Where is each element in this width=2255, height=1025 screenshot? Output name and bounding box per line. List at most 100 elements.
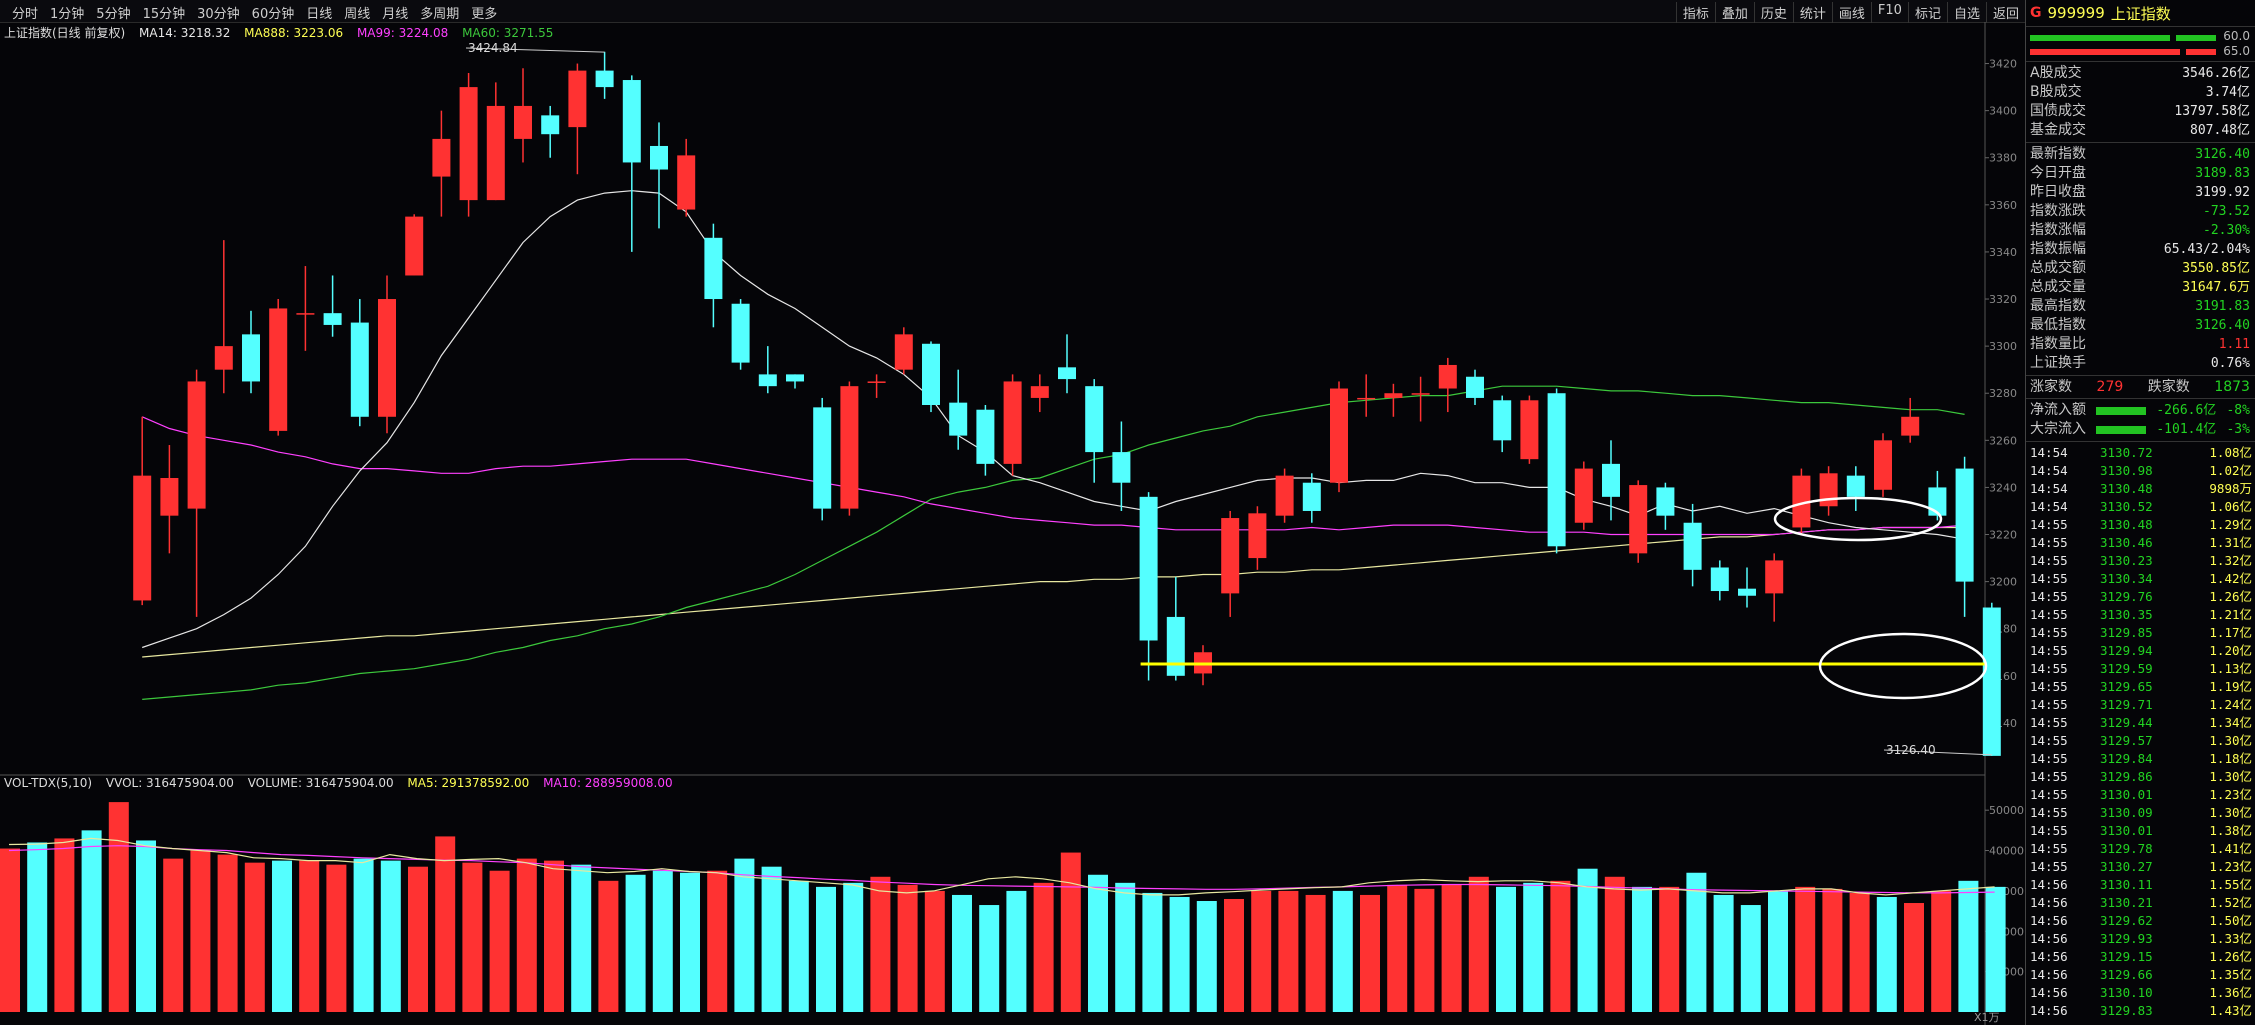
candlestick-chart[interactable]: 3140 3160 3180 3200 3220 3240 3260 3280 3300 3320… bbox=[0, 0, 2025, 1025]
low-pointer bbox=[1883, 749, 1992, 756]
period-tab-8[interactable]: 月线 bbox=[382, 7, 409, 22]
highlight-ellipse-low bbox=[1818, 632, 1988, 700]
candle-body bbox=[867, 381, 886, 383]
tool-button-5[interactable]: F10 bbox=[1870, 2, 1908, 23]
volume-bar bbox=[326, 864, 347, 1012]
price-tick-label: 3360 bbox=[1989, 199, 2017, 212]
tick-amount: 1.18亿 bbox=[2209, 751, 2252, 766]
market-badge: G bbox=[2030, 5, 2042, 21]
turnover-row: 基金成交 807.48亿 bbox=[2026, 121, 2255, 140]
stat-label: 指数量比 bbox=[2030, 336, 2086, 352]
period-tab-2[interactable]: 5分钟 bbox=[96, 7, 131, 22]
tool-button-4[interactable]: 画线 bbox=[1831, 2, 1871, 23]
candle-body bbox=[350, 322, 369, 417]
tick-price: 3130.23 bbox=[2100, 553, 2153, 568]
tick-time: 14:55 bbox=[2030, 733, 2068, 748]
period-tab-4[interactable]: 30分钟 bbox=[197, 7, 240, 22]
volume-bar bbox=[1795, 886, 1816, 1012]
tick-amount: 1.26亿 bbox=[2209, 589, 2252, 604]
low-label: 3126.40 bbox=[1886, 743, 1936, 757]
volume-bar bbox=[952, 894, 972, 1012]
tick-price: 3130.01 bbox=[2100, 823, 2153, 838]
period-tab-0[interactable]: 分时 bbox=[12, 7, 39, 22]
candle-body bbox=[1520, 400, 1539, 460]
tool-button-6[interactable]: 标记 bbox=[1907, 2, 1947, 23]
volume-bar bbox=[27, 842, 48, 1012]
bar2-value: 65.0 bbox=[2223, 44, 2250, 58]
tick-time: 14:55 bbox=[2030, 535, 2068, 550]
tool-button-2[interactable]: 历史 bbox=[1753, 2, 1793, 23]
price-tick-label: 3400 bbox=[1989, 105, 2017, 118]
volume-bar bbox=[81, 830, 102, 1012]
period-tab-10[interactable]: 更多 bbox=[471, 7, 498, 22]
candle-body bbox=[187, 381, 206, 509]
tick-row: 14:55 3130.35 1.21亿 bbox=[2026, 606, 2255, 624]
stat-value: 3189.83 bbox=[2195, 166, 2250, 181]
tool-button-7[interactable]: 自选 bbox=[1946, 2, 1986, 23]
stat-row: 最高指数 3191.83 bbox=[2026, 297, 2255, 316]
tick-amount: 1.41亿 bbox=[2209, 841, 2252, 856]
turnover-label: 国债成交 bbox=[2030, 103, 2086, 119]
tick-amount: 1.31亿 bbox=[2209, 535, 2252, 550]
tick-amount: 1.30亿 bbox=[2209, 769, 2252, 784]
tick-list[interactable]: 14:54 3130.72 1.08亿 14:54 3130.98 1.02亿 14:54 3… bbox=[2026, 442, 2255, 1020]
ma5-legend: MA5: 291378592.00 bbox=[407, 776, 530, 790]
volume-bar bbox=[136, 840, 156, 1012]
stat-label: 总成交量 bbox=[2030, 279, 2086, 295]
volume-bar bbox=[408, 866, 428, 1012]
ma888-line bbox=[142, 526, 1965, 658]
period-tab-7[interactable]: 周线 bbox=[344, 7, 371, 22]
tick-price: 3129.85 bbox=[2100, 625, 2153, 640]
tick-price: 3129.62 bbox=[2100, 913, 2153, 928]
volume-bar bbox=[680, 872, 700, 1012]
volume-bar bbox=[299, 860, 320, 1012]
tick-price: 3129.15 bbox=[2100, 949, 2153, 964]
period-tab-1[interactable]: 1分钟 bbox=[50, 7, 85, 22]
ma14-legend: MA14: 3218.32 bbox=[139, 26, 231, 40]
stat-label: 今日开盘 bbox=[2030, 165, 2086, 181]
bar1-value: 60.0 bbox=[2223, 29, 2250, 43]
tool-button-8[interactable]: 返回 bbox=[1985, 2, 2025, 23]
ma99-line bbox=[141, 416, 1965, 536]
tick-price: 3129.84 bbox=[2100, 751, 2153, 766]
candle-body bbox=[432, 138, 451, 177]
candle-body bbox=[1792, 475, 1811, 528]
tick-price: 3129.65 bbox=[2100, 679, 2153, 694]
stock-code: 999999 bbox=[2047, 4, 2105, 22]
tick-row: 14:55 3129.76 1.26亿 bbox=[2026, 588, 2255, 606]
highlight-ellipse-ma bbox=[1773, 496, 1943, 542]
candle-body bbox=[922, 343, 940, 405]
tick-row: 14:56 3129.62 1.50亿 bbox=[2026, 912, 2255, 930]
stat-row: 最低指数 3126.40 bbox=[2026, 316, 2255, 335]
volume-bar bbox=[190, 850, 211, 1012]
tool-button-1[interactable]: 叠加 bbox=[1714, 2, 1754, 23]
candle-body bbox=[949, 402, 968, 436]
tool-button-3[interactable]: 统计 bbox=[1792, 2, 1832, 23]
stat-label: 最新指数 bbox=[2030, 146, 2086, 162]
candle-body bbox=[1765, 560, 1784, 594]
volume-bar bbox=[1305, 894, 1326, 1012]
updown-row: 涨家数 279 跌家数 1873 bbox=[2026, 376, 2255, 399]
tick-row: 14:55 3129.44 1.34亿 bbox=[2026, 714, 2255, 732]
candle-body bbox=[1302, 482, 1321, 511]
flow-pct: -3% bbox=[2226, 422, 2250, 437]
candle-body bbox=[1955, 468, 1974, 582]
volume-bar bbox=[1985, 886, 2006, 1012]
volume-bar bbox=[788, 880, 809, 1012]
tick-row: 14:55 3129.65 1.19亿 bbox=[2026, 678, 2255, 696]
stat-value: 65.43/2.04% bbox=[2163, 242, 2250, 257]
tick-row: 14:55 3129.71 1.24亿 bbox=[2026, 696, 2255, 714]
period-tab-9[interactable]: 多周期 bbox=[420, 7, 460, 22]
volume-bar bbox=[1822, 888, 1843, 1012]
candle-body bbox=[405, 216, 424, 276]
candle-body bbox=[1030, 386, 1049, 398]
tick-time: 14:55 bbox=[2030, 787, 2068, 802]
candle-body bbox=[160, 478, 179, 516]
tool-button-0[interactable]: 指标 bbox=[1675, 2, 1715, 23]
period-tab-3[interactable]: 15分钟 bbox=[142, 7, 186, 22]
period-tab-5[interactable]: 60分钟 bbox=[251, 7, 295, 22]
flow-value: -266.6亿 bbox=[2156, 403, 2217, 418]
volume-bar bbox=[54, 838, 75, 1012]
tick-time: 14:55 bbox=[2030, 751, 2068, 766]
period-tab-6[interactable]: 日线 bbox=[306, 7, 333, 22]
